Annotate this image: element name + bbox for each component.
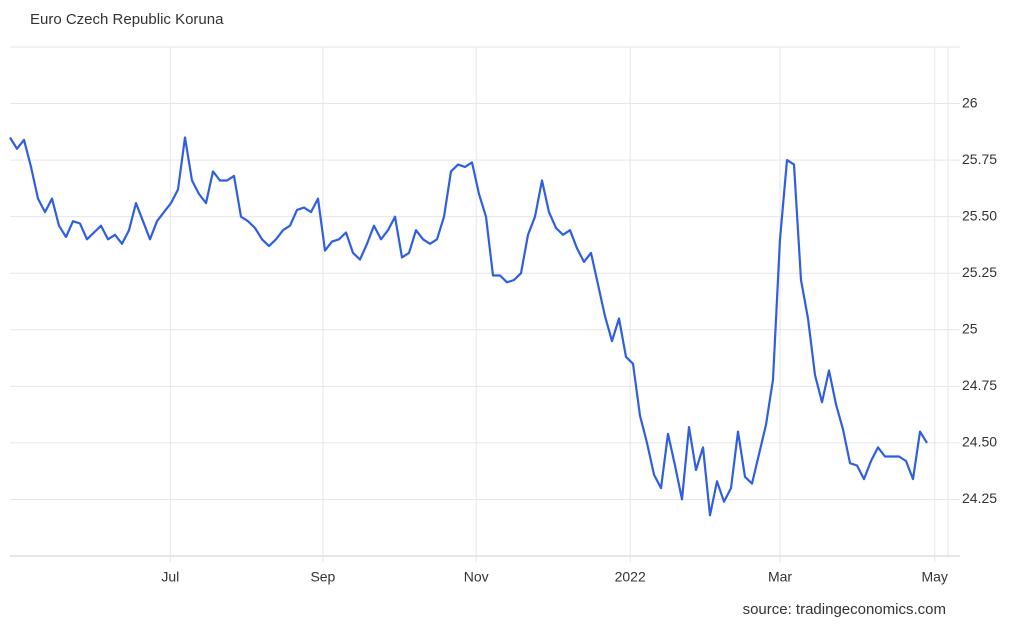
data-line <box>9 136 928 517</box>
x-tick-label: Mar <box>768 569 792 585</box>
y-tick-label: 26 <box>962 94 978 110</box>
x-tick-label: May <box>921 569 947 585</box>
y-tick-label: 25.50 <box>962 207 997 223</box>
y-tick-label: 24.75 <box>962 377 997 393</box>
y-tick-label: 24.25 <box>962 490 997 506</box>
y-tick-label: 25 <box>962 320 978 336</box>
y-tick-label: 24.50 <box>962 434 997 450</box>
chart-title: Euro Czech Republic Koruna <box>30 11 224 28</box>
x-tick-label: Sep <box>310 569 335 585</box>
y-tick-label: 25.25 <box>962 264 997 280</box>
x-tick-label: Nov <box>464 569 489 585</box>
x-tick-label: 2022 <box>615 569 646 585</box>
y-tick-label: 25.75 <box>962 151 997 167</box>
x-tick-label: Jul <box>161 569 179 585</box>
source-note: source: tradingeconomics.com <box>743 601 946 618</box>
